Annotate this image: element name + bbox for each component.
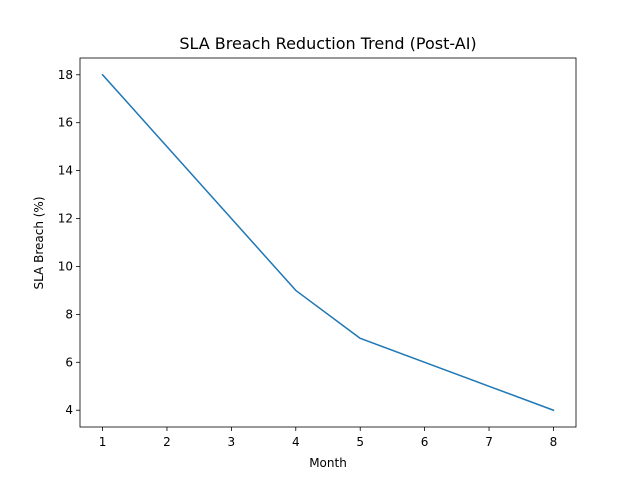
y-tick-label: 16 (58, 116, 73, 130)
y-tick-label: 14 (58, 164, 73, 178)
y-tick-label: 4 (65, 403, 73, 417)
x-tick-label: 6 (421, 435, 429, 449)
plot-frame (79, 57, 577, 428)
x-tick-label: 2 (163, 435, 171, 449)
y-tick-label: 12 (58, 212, 73, 226)
series-line (101, 73, 555, 412)
y-tick-label: 10 (58, 259, 73, 273)
x-axis-label: Month (309, 456, 347, 470)
x-tick-label: 7 (485, 435, 493, 449)
y-axis-label: SLA Breach (%) (32, 196, 46, 289)
x-tick-label: 1 (99, 435, 107, 449)
x-tick-label: 5 (356, 435, 364, 449)
x-tick-label: 4 (292, 435, 300, 449)
x-tick-label: 3 (228, 435, 236, 449)
y-tick-label: 6 (65, 355, 73, 369)
chart-title: SLA Breach Reduction Trend (Post-AI) (179, 34, 476, 53)
y-tick-label: 8 (65, 307, 73, 321)
y-tick-label: 18 (58, 68, 73, 82)
x-tick-label: 8 (550, 435, 558, 449)
